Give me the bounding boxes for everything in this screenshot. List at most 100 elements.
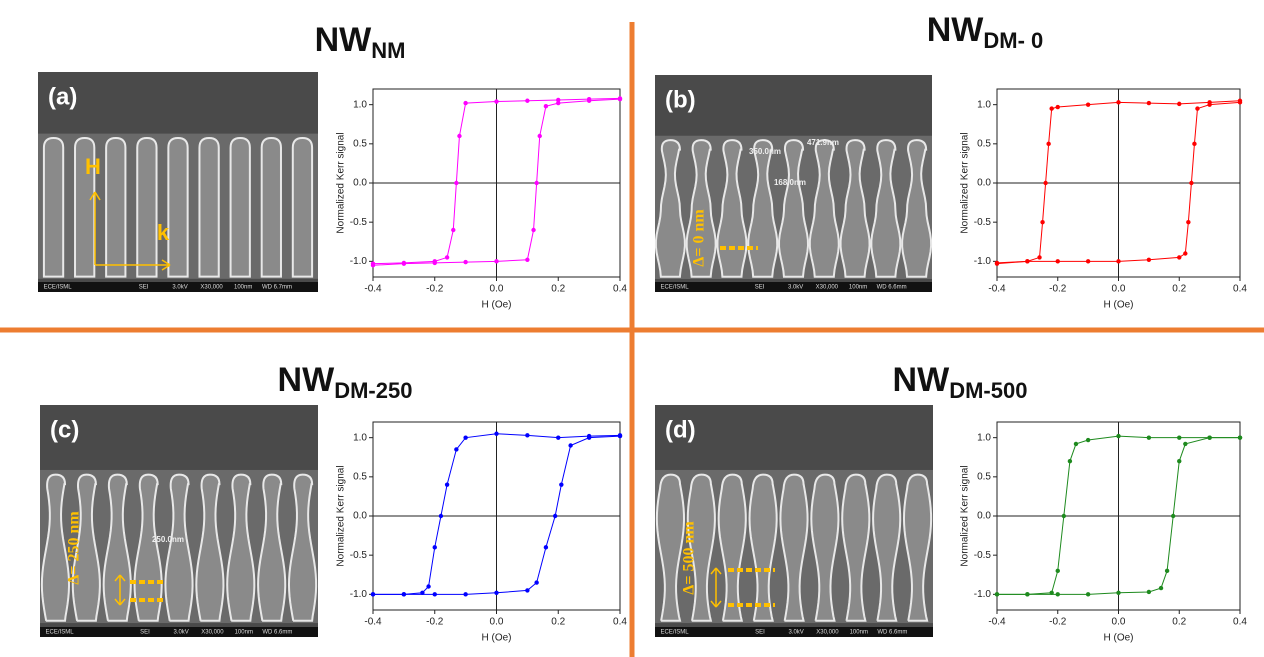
guide-line	[161, 259, 171, 266]
data-point	[556, 97, 561, 103]
x-axis-label: H (Oe)	[482, 633, 512, 644]
sem-footer-text: X30,000	[201, 630, 224, 636]
x-tick-label: -0.2	[1049, 617, 1067, 628]
panel-title: NWNM	[315, 21, 406, 63]
sem-footer-text: WD 6.6mm	[877, 285, 907, 291]
data-point	[1164, 568, 1170, 574]
data-point	[1146, 589, 1152, 595]
x-tick-label: 0.0	[490, 284, 504, 295]
sem-footer-bar	[40, 627, 318, 637]
x-tick-label: 0.4	[1233, 284, 1247, 295]
sem-footer-text: ECE/ISML	[661, 285, 690, 291]
data-point	[525, 433, 530, 438]
nanowire	[136, 136, 158, 278]
y-tick-label: -0.5	[350, 550, 368, 561]
image-annotation: Δ= 500 nm	[681, 521, 698, 595]
y-tick-label: -0.5	[974, 550, 992, 561]
data-point	[1186, 219, 1191, 225]
data-point	[494, 431, 499, 436]
data-point	[1116, 590, 1121, 595]
data-point	[1207, 435, 1212, 440]
nanowire	[685, 139, 717, 278]
sem-footer-text: X30,000	[816, 285, 839, 291]
data-point	[1055, 592, 1060, 597]
y-tick-label: -1.0	[350, 256, 368, 267]
data-point	[401, 592, 407, 597]
data-point	[543, 545, 549, 550]
sem-footer-text: 100nm	[235, 630, 253, 636]
y-axis-label: Normalized Kerr signal	[336, 465, 347, 566]
data-point	[1207, 102, 1212, 107]
data-point	[370, 592, 376, 597]
title-main: NW	[927, 11, 985, 49]
data-point	[1043, 180, 1048, 186]
sem-footer-text: X30,000	[816, 630, 839, 636]
nanowire	[229, 136, 251, 278]
image-annotation: k	[157, 220, 170, 245]
data-point	[556, 100, 561, 106]
title-subscript: DM- 0	[983, 28, 1043, 53]
data-point	[444, 255, 450, 260]
title-main: NW	[315, 21, 373, 59]
data-point	[1195, 106, 1200, 111]
nanowire	[810, 473, 840, 622]
panel-label: (a)	[48, 83, 77, 110]
nanowire	[747, 139, 779, 278]
image-annotation: H	[85, 154, 101, 179]
x-tick-label: 0.2	[1172, 284, 1186, 295]
y-tick-label: 0.0	[353, 511, 367, 522]
guide-line	[89, 191, 96, 201]
nanowire	[167, 136, 189, 278]
image-annotation: 471.9nm	[807, 138, 839, 147]
image-annotation: 250.0nm	[152, 535, 184, 544]
data-point	[552, 513, 558, 519]
data-point	[463, 259, 468, 265]
data-point	[1183, 251, 1188, 256]
nanowire	[872, 473, 902, 622]
nanowire	[717, 473, 747, 622]
data-point	[556, 435, 561, 440]
data-point	[1055, 259, 1060, 264]
x-tick-label: 0.2	[551, 617, 565, 628]
data-point	[454, 180, 459, 186]
y-tick-label: 0.0	[977, 511, 991, 522]
x-tick-label: -0.4	[364, 617, 382, 628]
y-tick-label: -1.0	[974, 589, 992, 600]
sem-footer-text: SEI	[139, 285, 149, 291]
data-point	[617, 96, 623, 102]
nanowire	[839, 139, 871, 278]
title-subscript: NM	[371, 38, 405, 63]
data-point	[1046, 141, 1051, 147]
x-tick-label: -0.4	[988, 617, 1006, 628]
loop-branch	[996, 100, 1241, 264]
data-point	[1085, 102, 1091, 107]
nanowire	[257, 473, 287, 622]
panel-title: NWDM-500	[893, 361, 1028, 403]
data-point	[1055, 104, 1060, 110]
y-tick-label: 0.0	[353, 178, 367, 189]
guide-line	[94, 191, 101, 201]
data-point	[1146, 435, 1152, 440]
guide-line	[715, 600, 722, 608]
data-point	[370, 263, 376, 268]
x-axis-label: H (Oe)	[1104, 633, 1134, 644]
x-tick-label: 0.4	[613, 617, 627, 628]
data-point	[534, 580, 539, 585]
x-tick-label: 0.0	[1112, 284, 1126, 295]
data-point	[1146, 257, 1152, 262]
panel-title: NWDM- 0	[927, 11, 1044, 53]
nanowire	[40, 473, 71, 622]
image-annotation: Δ= 250 nm	[66, 511, 83, 585]
title-main: NW	[893, 361, 951, 399]
sem-footer-bar	[38, 282, 318, 292]
data-point	[1067, 458, 1073, 464]
data-point	[451, 227, 456, 233]
sem-footer-text: 3.0kV	[788, 285, 803, 291]
guide-line	[114, 598, 121, 606]
y-tick-label: 0.5	[977, 471, 991, 482]
nanowire	[164, 473, 194, 622]
sem-footer-bar	[655, 627, 933, 637]
y-tick-label: 1.0	[353, 99, 367, 110]
data-point	[1085, 259, 1091, 264]
data-point	[1116, 433, 1121, 439]
